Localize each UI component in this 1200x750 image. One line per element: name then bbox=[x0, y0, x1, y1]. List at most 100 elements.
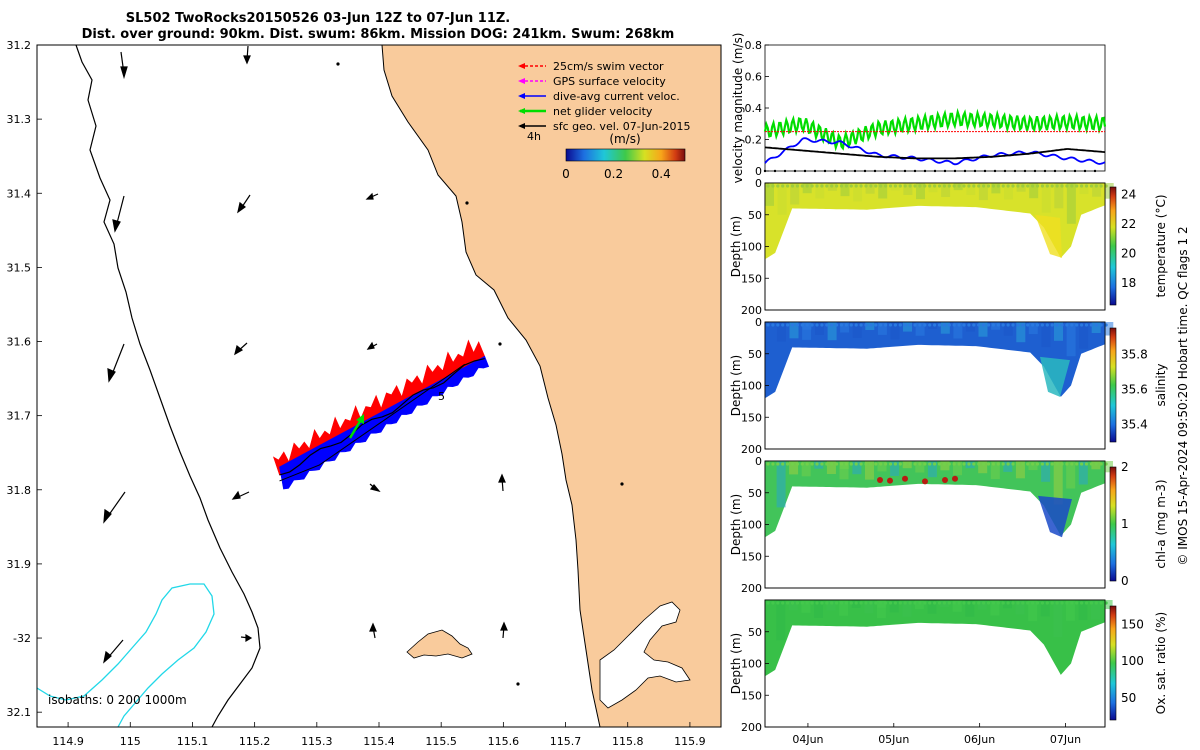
colorbar-tick: 150 bbox=[1121, 617, 1144, 631]
section-sample bbox=[1070, 601, 1074, 605]
section-sample bbox=[928, 462, 932, 466]
section-sample bbox=[815, 184, 819, 188]
map-xtick: 115.4 bbox=[363, 735, 395, 748]
section-patch bbox=[977, 600, 987, 610]
section-patch bbox=[978, 461, 988, 474]
section-sample bbox=[888, 601, 893, 605]
section-sample bbox=[918, 323, 922, 327]
section-sample bbox=[942, 601, 947, 605]
section-patch bbox=[1054, 183, 1064, 209]
map-xtick: 115.5 bbox=[425, 735, 457, 748]
section-patch bbox=[814, 600, 823, 618]
section-patch bbox=[1041, 322, 1051, 348]
section-sample bbox=[830, 601, 834, 605]
section-ytick: 100 bbox=[741, 658, 762, 671]
section-patch bbox=[953, 461, 962, 476]
section-sample bbox=[1016, 323, 1020, 327]
section-patch bbox=[1066, 183, 1076, 224]
section-feature bbox=[1035, 214, 1062, 258]
section-sample bbox=[903, 323, 907, 327]
time-xtick: 06Jun bbox=[964, 733, 995, 746]
section-sample bbox=[1006, 462, 1010, 466]
time-xtick: 05Jun bbox=[878, 733, 909, 746]
map-xtick: 115.8 bbox=[612, 735, 644, 748]
section-patch bbox=[965, 322, 975, 332]
section-patch bbox=[940, 322, 950, 334]
section-patch bbox=[877, 461, 887, 472]
coastline bbox=[381, 45, 601, 727]
section-sample bbox=[1026, 184, 1030, 188]
section-sample bbox=[952, 323, 956, 327]
section-sample bbox=[874, 462, 878, 466]
velocity-panel: 0 0.2 0.4 0.6 0.8 velocity magnitude (m/s) bbox=[731, 33, 1107, 183]
section-sample bbox=[766, 323, 770, 327]
section-sample bbox=[888, 323, 893, 327]
velocity-marker bbox=[853, 169, 857, 173]
section-sample bbox=[893, 323, 898, 327]
section-patch bbox=[1016, 183, 1026, 192]
section-sample bbox=[957, 184, 961, 188]
section-sample bbox=[869, 323, 873, 327]
section-sample bbox=[805, 323, 809, 327]
section-sample bbox=[1050, 601, 1054, 605]
section-sample bbox=[800, 323, 804, 327]
section-field bbox=[765, 183, 1105, 260]
section-sample bbox=[913, 323, 917, 327]
section-sample bbox=[893, 184, 898, 188]
section-sample bbox=[952, 601, 956, 605]
section-patch bbox=[776, 322, 786, 342]
section-panel-temperature: 0 50 100 150 200 Depth (m) 18 20 22 24 temperature… bbox=[729, 177, 1168, 317]
colorbar-tick: 100 bbox=[1121, 654, 1144, 668]
map-ytick: 31.2 bbox=[7, 39, 32, 52]
section-ylabel: Depth (m) bbox=[729, 355, 743, 416]
section-sample bbox=[805, 184, 809, 188]
section-patch bbox=[928, 183, 938, 193]
section-patch bbox=[991, 183, 1001, 194]
section-patch bbox=[789, 461, 799, 475]
section-sample bbox=[903, 462, 907, 466]
legend-label: 25cm/s swim vector bbox=[553, 60, 664, 73]
section-sample bbox=[1070, 323, 1074, 327]
section-sample bbox=[1084, 323, 1089, 327]
section-sample bbox=[893, 601, 898, 605]
section-sample bbox=[947, 184, 951, 188]
section-sample bbox=[1016, 462, 1020, 466]
section-sample bbox=[923, 462, 927, 466]
section-sample bbox=[1035, 184, 1040, 188]
section-sample bbox=[1040, 462, 1044, 466]
section-sample bbox=[786, 462, 790, 466]
chla-max-marker bbox=[922, 478, 928, 485]
colorbar-tick: 18 bbox=[1121, 276, 1136, 290]
section-patch bbox=[915, 461, 925, 473]
track-point-label: 5 bbox=[438, 390, 445, 403]
section-sample bbox=[795, 184, 800, 188]
section-patch bbox=[941, 183, 951, 197]
section-sample bbox=[786, 323, 790, 327]
colorbar-tick: 50 bbox=[1121, 691, 1136, 705]
section-ytick: 150 bbox=[741, 550, 762, 563]
section-sample bbox=[908, 462, 912, 466]
chla-max-marker bbox=[942, 477, 948, 484]
chla-max-marker bbox=[902, 475, 908, 482]
time-xtick: 04Jun bbox=[792, 733, 823, 746]
track-line bbox=[279, 358, 485, 476]
section-sample bbox=[795, 323, 800, 327]
section-ytick: 200 bbox=[741, 443, 762, 456]
section-panel-chla: 0 50 100 150 200 Depth (m) 0 1 2 chl-a (mg m-3) bbox=[729, 455, 1168, 595]
section-sample bbox=[918, 184, 922, 188]
section-sample bbox=[1045, 323, 1049, 327]
section-sample bbox=[766, 462, 770, 466]
section-sample bbox=[815, 601, 819, 605]
section-patch bbox=[990, 600, 1000, 616]
section-sample bbox=[1031, 601, 1035, 605]
section-patch bbox=[1091, 600, 1101, 620]
title-line1: SL502 TwoRocks20150526 03-Jun 12Z to 07-… bbox=[126, 11, 511, 26]
section-sample bbox=[1075, 462, 1079, 466]
section-sample bbox=[977, 184, 981, 188]
section-sample bbox=[786, 184, 790, 188]
section-sample bbox=[1075, 323, 1079, 327]
section-sample bbox=[1016, 184, 1020, 188]
section-sample bbox=[1080, 601, 1084, 605]
section-patch bbox=[853, 183, 863, 202]
